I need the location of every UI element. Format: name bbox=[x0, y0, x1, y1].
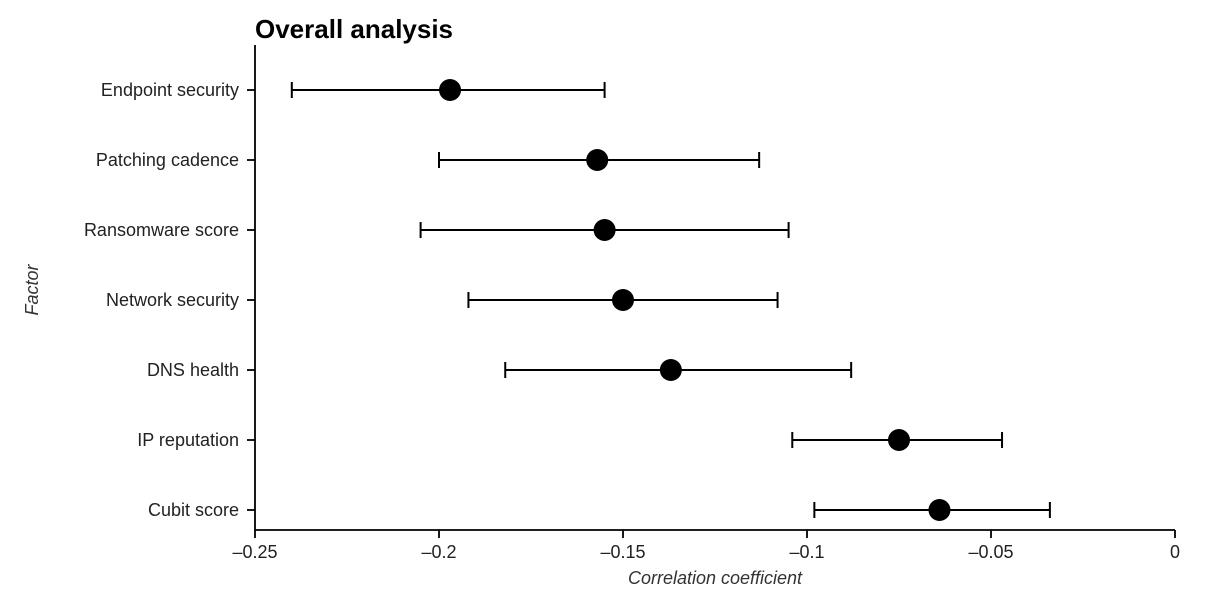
x-tick-label: 0 bbox=[1170, 542, 1180, 562]
point-marker bbox=[660, 359, 682, 381]
factor-label: Network security bbox=[106, 290, 239, 310]
factor-label: Patching cadence bbox=[96, 150, 239, 170]
chart-svg: Overall analysis –0.25 –0.2 –0.15 –0.1 –0.05 0… bbox=[0, 0, 1226, 614]
factor-label: Endpoint security bbox=[101, 80, 239, 100]
y-axis-label: Factor bbox=[22, 263, 42, 315]
x-tick-label: –0.25 bbox=[232, 542, 277, 562]
factor-label: Ransomware score bbox=[84, 220, 239, 240]
factor-label: DNS health bbox=[147, 360, 239, 380]
point-marker bbox=[888, 429, 910, 451]
chart-title: Overall analysis bbox=[255, 14, 453, 44]
x-tick-label: –0.1 bbox=[789, 542, 824, 562]
factor-label: Cubit score bbox=[148, 500, 239, 520]
point-marker bbox=[594, 219, 616, 241]
x-tick-label: –0.05 bbox=[968, 542, 1013, 562]
point-marker bbox=[586, 149, 608, 171]
factor-label: IP reputation bbox=[137, 430, 239, 450]
x-tick-label: –0.2 bbox=[421, 542, 456, 562]
forest-plot: Overall analysis –0.25 –0.2 –0.15 –0.1 –0.05 0… bbox=[0, 0, 1226, 614]
point-marker bbox=[928, 499, 950, 521]
point-marker bbox=[612, 289, 634, 311]
x-tick-label: –0.15 bbox=[600, 542, 645, 562]
point-marker bbox=[439, 79, 461, 101]
x-axis-label: Correlation coefficient bbox=[628, 568, 803, 588]
